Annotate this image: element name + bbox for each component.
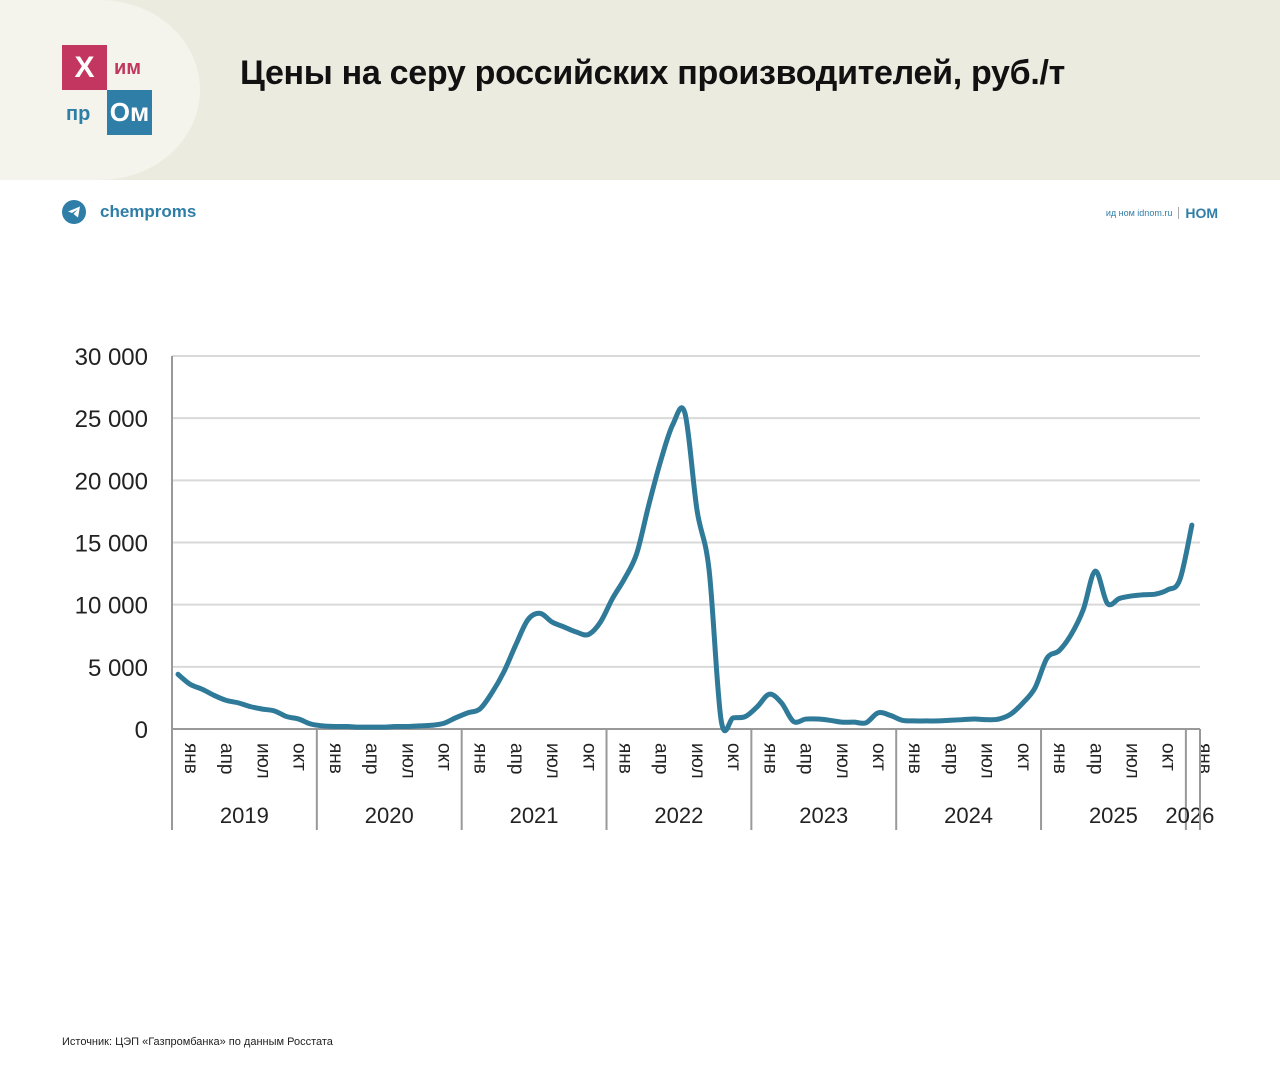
month-tick-label: окт (578, 743, 599, 771)
month-tick-label: янв (180, 743, 201, 774)
month-tick-label: апр (796, 743, 817, 774)
year-label: 2026 (1165, 803, 1214, 828)
year-label: 2025 (1089, 803, 1138, 828)
month-tick-label: янв (1194, 743, 1215, 774)
year-label: 2021 (510, 803, 559, 828)
y-tick-label: 20 000 (75, 468, 148, 495)
month-tick-label: янв (1049, 743, 1070, 774)
month-tick-label: янв (759, 743, 780, 774)
year-label: 2022 (654, 803, 703, 828)
month-tick-label: окт (289, 743, 310, 771)
logo-tile-x: Х (62, 45, 107, 90)
logo-tile-om: Ом (107, 90, 152, 135)
month-tick-label: июл (1121, 743, 1142, 779)
year-label: 2024 (944, 803, 993, 828)
month-tick-label: окт (723, 743, 744, 771)
month-tick-label: июл (687, 743, 708, 779)
month-tick-label: янв (325, 743, 346, 774)
month-tick-label: янв (615, 743, 636, 774)
month-tick-label: апр (361, 743, 382, 774)
month-tick-label: окт (433, 743, 454, 771)
month-tick-label: апр (216, 743, 237, 774)
divider (1178, 207, 1180, 219)
month-tick-label: июл (832, 743, 853, 779)
month-tick-label: окт (1013, 743, 1034, 771)
logo-text-im: им (114, 57, 142, 79)
year-label: 2019 (220, 803, 269, 828)
month-tick-label: июл (542, 743, 563, 779)
himprom-logo: Х им пр Ом (62, 45, 154, 137)
month-tick-label: янв (470, 743, 491, 774)
y-tick-label: 15 000 (75, 531, 148, 558)
header: Х им пр Ом Цены на серу российских произ… (0, 0, 1280, 180)
year-label: 2023 (799, 803, 848, 828)
month-tick-label: июл (977, 743, 998, 779)
month-tick-label: апр (940, 743, 961, 774)
y-tick-label: 25 000 (75, 406, 148, 433)
y-tick-label: 5 000 (88, 655, 148, 682)
month-tick-label: окт (868, 743, 889, 771)
source-note: Источник: ЦЭП «Газпромбанка» по данным Р… (62, 1036, 333, 1048)
telegram-icon (62, 200, 86, 224)
month-tick-label: апр (506, 743, 527, 774)
y-tick-label: 10 000 (75, 593, 148, 620)
series-line (175, 405, 1195, 734)
publisher-site: ид ном idnom.ru (1105, 208, 1173, 218)
nom-logo: НОМ (1185, 205, 1218, 221)
month-tick-label: янв (904, 743, 925, 774)
page-title: Цены на серу российских производителей, … (240, 54, 1065, 92)
y-tick-label: 30 000 (75, 344, 148, 371)
telegram-link[interactable]: chemproms (62, 200, 196, 224)
month-tick-label: апр (651, 743, 672, 774)
y-tick-label: 0 (135, 717, 148, 744)
month-tick-label: июл (397, 743, 418, 779)
header-decoration (0, 0, 200, 180)
year-label: 2020 (365, 803, 414, 828)
logo-text-pr: пр (66, 103, 91, 125)
publisher-brand: ид ном idnom.ru НОМ (1106, 205, 1218, 221)
month-tick-label: апр (1085, 743, 1106, 774)
month-tick-label: июл (252, 743, 273, 779)
telegram-channel-label: chemproms (100, 202, 197, 221)
month-tick-label: окт (1158, 743, 1179, 771)
